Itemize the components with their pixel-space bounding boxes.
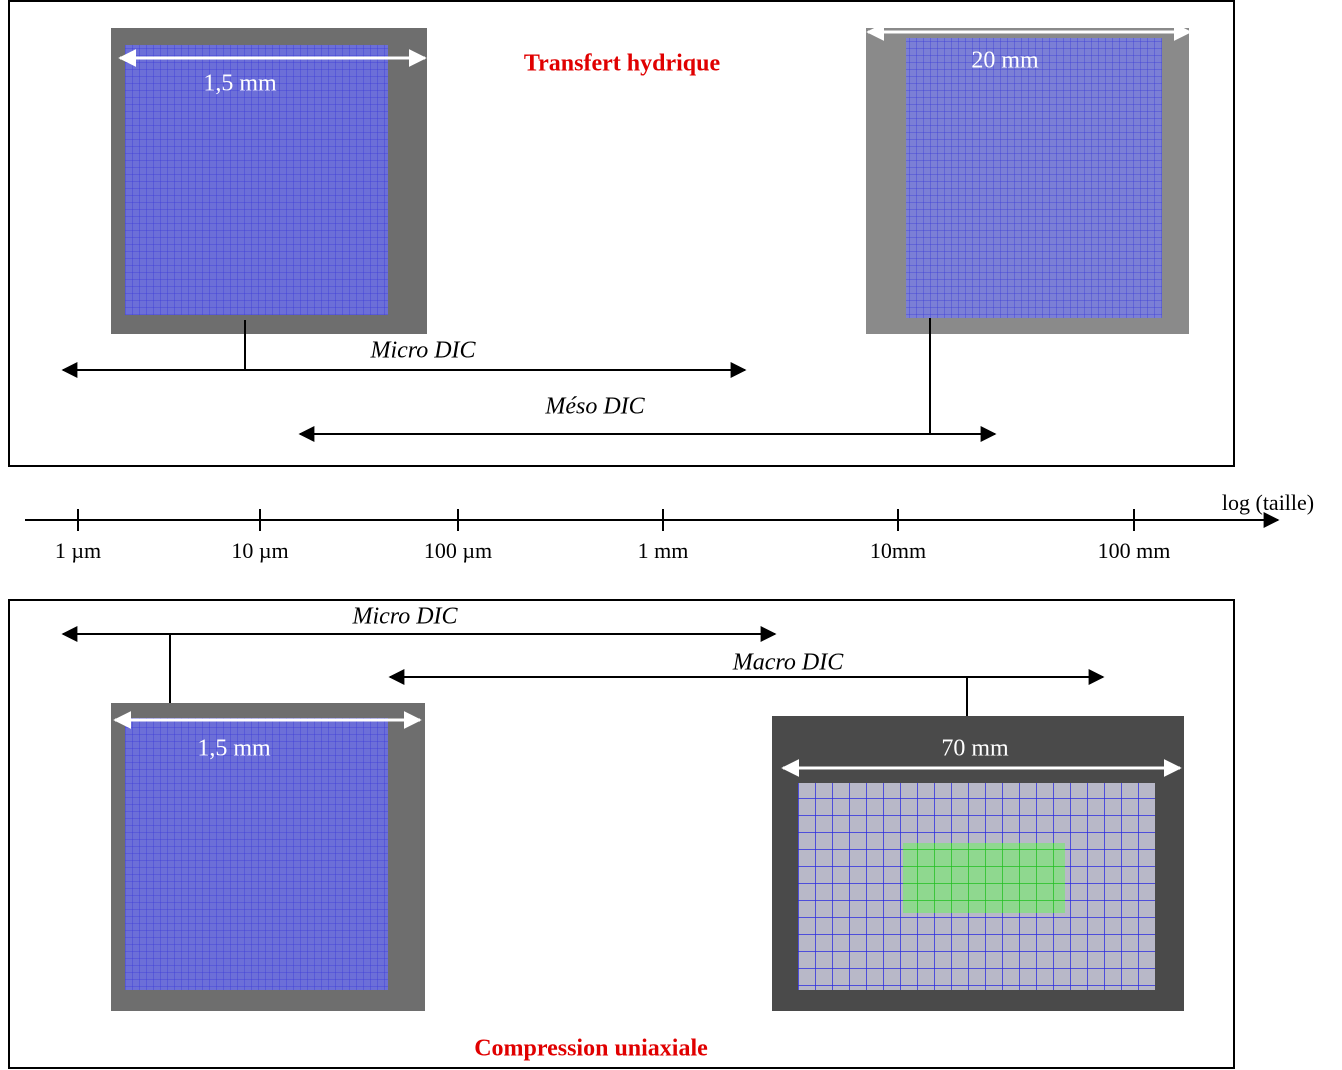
tick-label: 100 µm — [424, 538, 492, 563]
range-label: Méso DIC — [544, 394, 645, 420]
tick-label: 1 mm — [638, 538, 689, 563]
scale-label: 20 mm — [971, 48, 1039, 74]
range-label: Micro DIC — [369, 338, 476, 364]
panel-title: Compression uniaxiale — [474, 1036, 708, 1062]
image — [866, 28, 1189, 334]
scale-label: 1,5 mm — [197, 736, 271, 762]
axis-ticks: 1 µm 10 µm 100 µm 1 mm 10mm 100 mm — [55, 509, 1171, 563]
range-label: Macro DIC — [732, 650, 844, 676]
diagram: 1,5 mm Transfert hydrique 20 mm Micro DI… — [0, 0, 1342, 1070]
range-label: Micro DIC — [351, 604, 458, 630]
tick-label: 10mm — [870, 538, 926, 563]
scale-label: 1,5 mm — [203, 71, 277, 97]
panel-title: Transfert hydrique — [524, 51, 721, 77]
scale-label: 70 mm — [941, 736, 1009, 762]
tick-label: 1 µm — [55, 538, 101, 563]
tick-label: 10 µm — [231, 538, 288, 563]
axis-label: log (taille) — [1222, 490, 1314, 515]
tick-label: 100 mm — [1098, 538, 1171, 563]
